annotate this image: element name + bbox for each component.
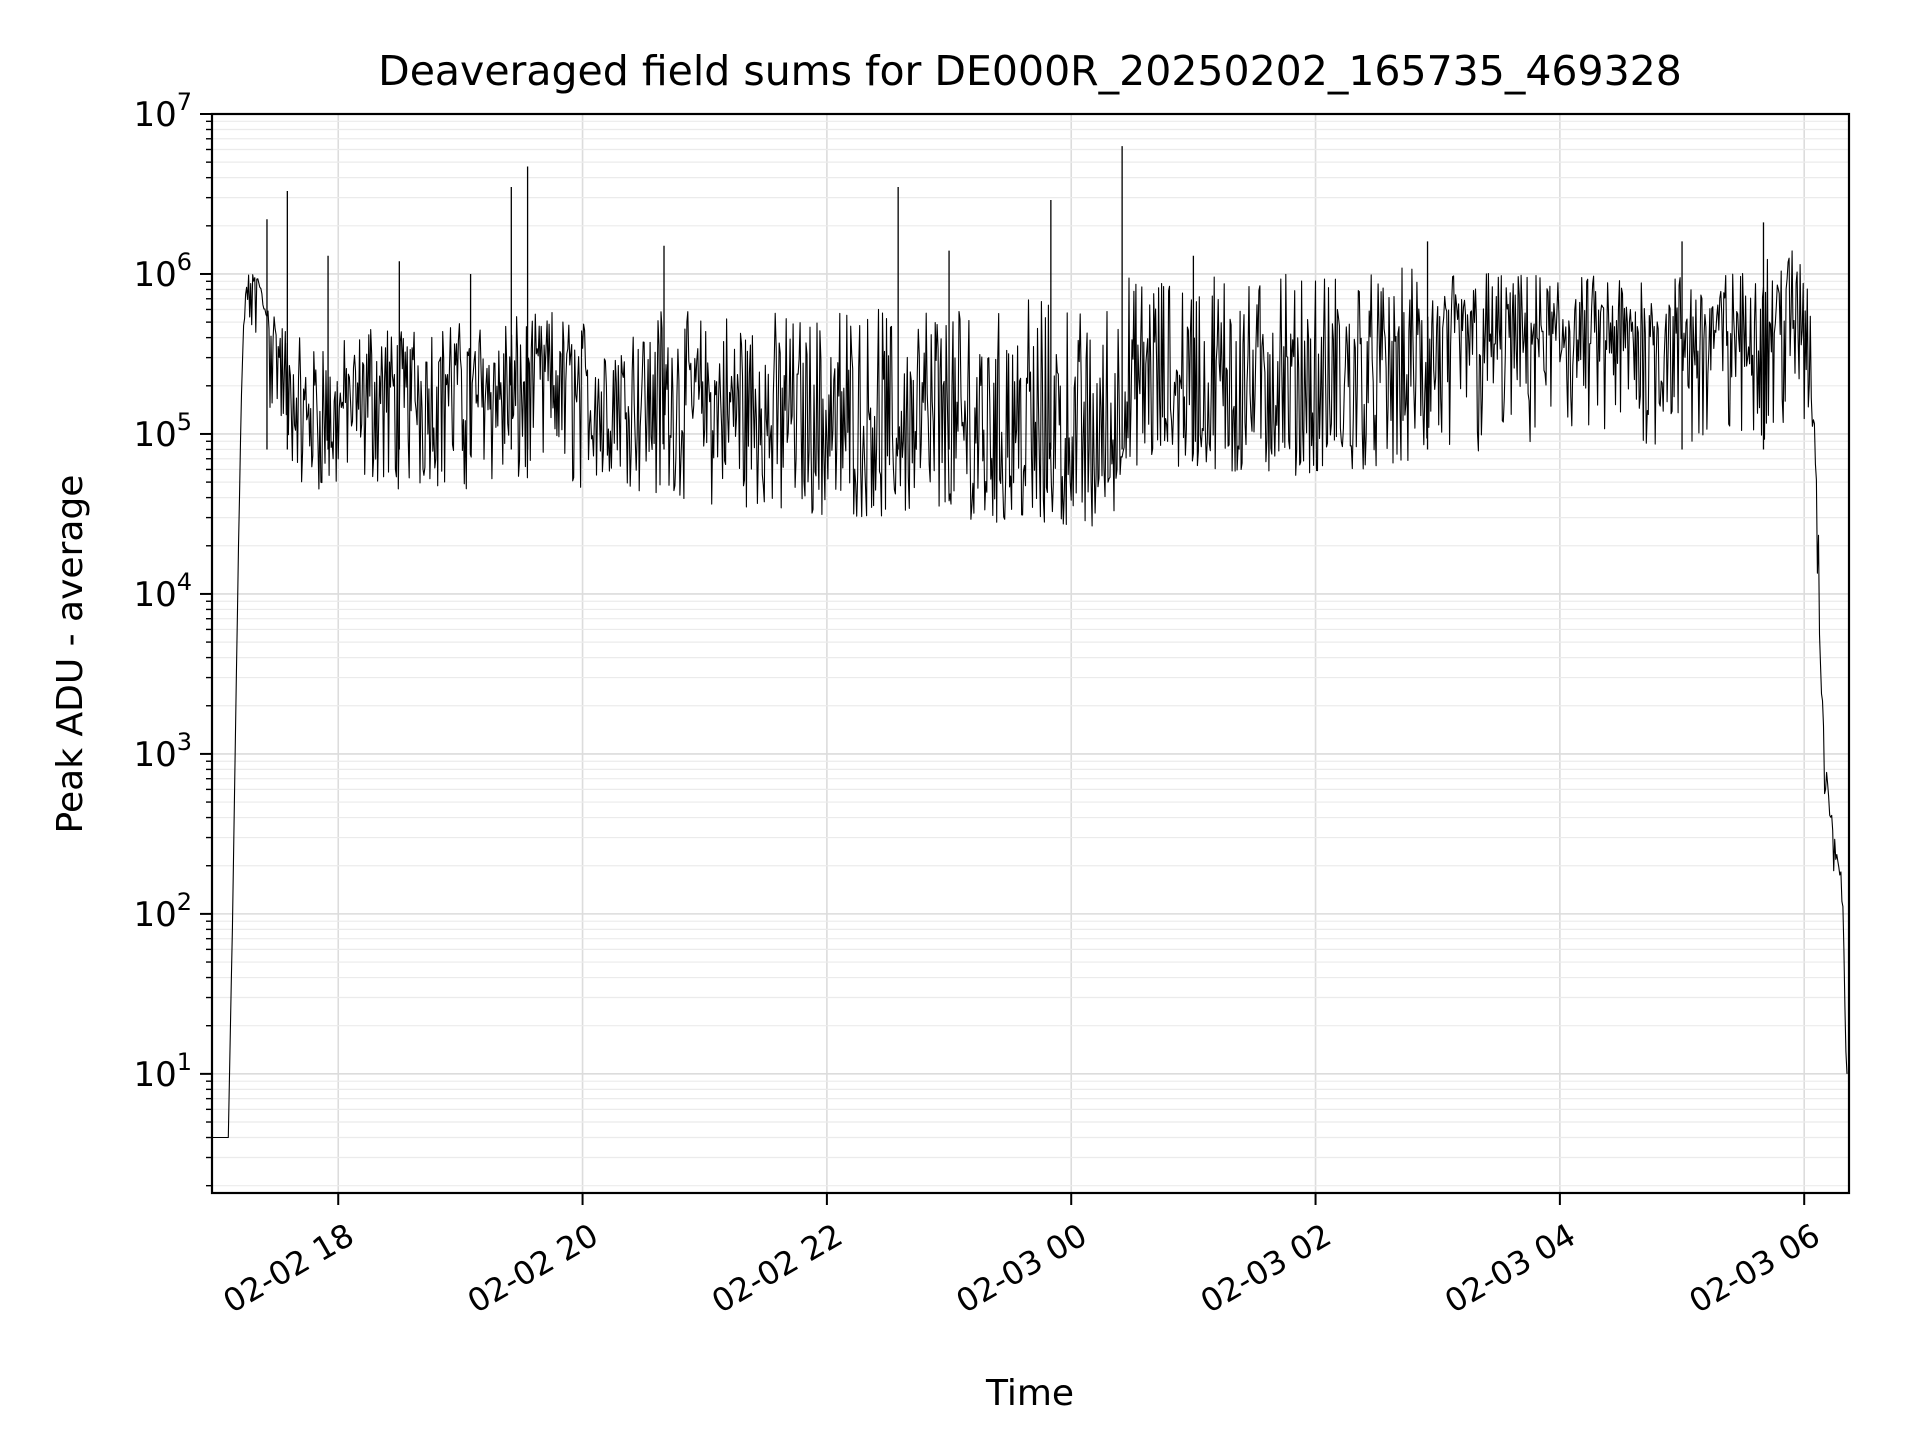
y-tick-label: 106 [133,248,192,295]
series-line [212,250,1848,1139]
y-axis-label: Peak ADU - average [50,475,91,834]
y-tick-label: 103 [133,728,192,775]
plot-frame [210,112,1851,1195]
y-tick-label: 102 [133,888,192,935]
y-tick-label: 107 [133,88,192,135]
grid [212,113,1849,1193]
chart-title: Deaveraged field sums for DE000R_2025020… [378,47,1682,95]
x-axis-label: Time [985,1373,1074,1414]
plot-data [212,146,1848,1139]
y-tick-label: 101 [133,1048,192,1095]
y-tick-label: 104 [133,568,192,615]
y-tick-label: 105 [133,408,192,455]
